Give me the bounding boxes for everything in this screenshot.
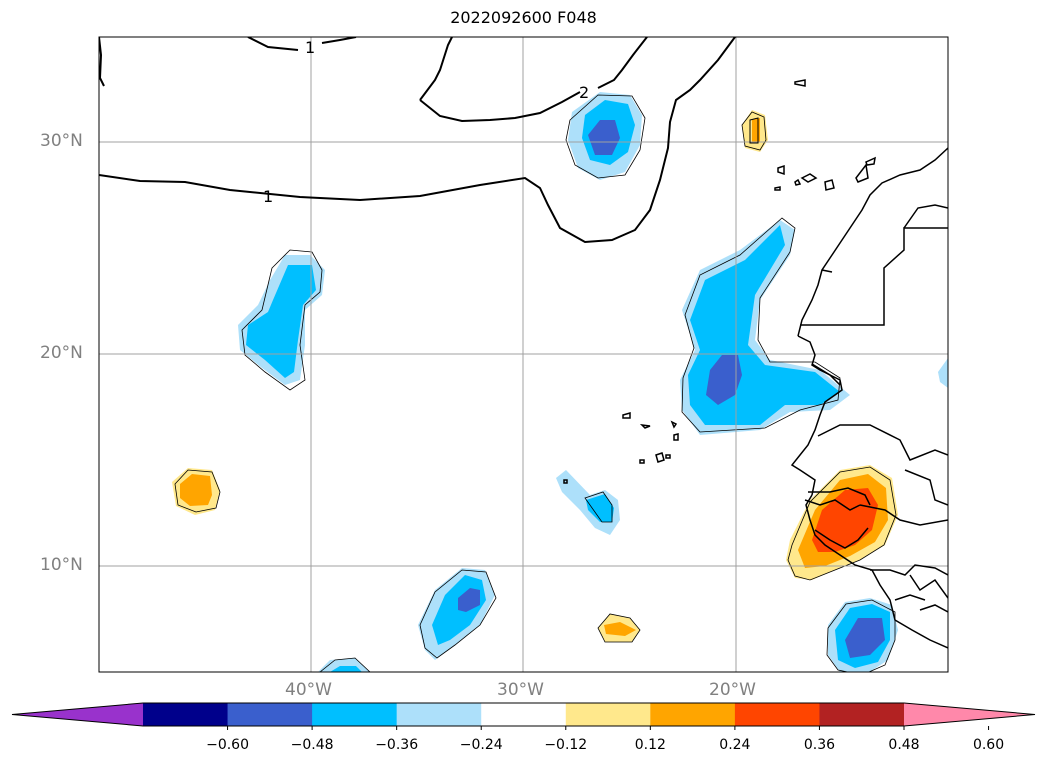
plot-area (99, 37, 948, 672)
colorbar-segment (650, 703, 736, 726)
contour-label-1-top: 1 (305, 38, 315, 57)
gridlines (99, 37, 948, 672)
colorbar-tick-label: −0.12 (544, 737, 588, 753)
anomaly-outlines (174, 94, 897, 672)
colorbar-extend-high (904, 703, 1035, 726)
lon-label-20w: 20°W (709, 680, 756, 700)
negative-anomaly-30n-27w (568, 92, 642, 180)
colorbar-segment (481, 703, 567, 726)
colorbar-tick-label: 0.36 (803, 737, 836, 753)
colorbar-tick-label: 0.60 (972, 737, 1005, 753)
contour-label-group: 1 2 1 (263, 38, 589, 206)
negative-anomaly-20n-20w (680, 220, 850, 435)
negative-anomaly-6n-15w (828, 598, 898, 672)
colorbar-tick-label: 0.12 (634, 737, 666, 753)
contour-label-1-mid: 1 (263, 187, 273, 206)
lon-label-30w: 30°W (497, 680, 544, 700)
colorbar-segment (396, 703, 482, 726)
map-title: 2022092600 F048 (450, 8, 597, 27)
plot-frame (98, 36, 949, 673)
colorbar-outline (11, 702, 1036, 727)
colorbar-segment (143, 703, 229, 726)
positive-anomaly-31n-19w (742, 110, 768, 152)
colorbar-tick-label: −0.60 (206, 737, 249, 753)
positive-anomaly-12n-15w (786, 465, 898, 580)
negative-anomaly-22n-41w (238, 255, 325, 385)
lon-label-40w: 40°W (285, 680, 332, 700)
colorbar-tick-label: 0.24 (719, 737, 751, 753)
lat-label-30n: 30°N (40, 131, 83, 151)
negative-anomaly-5n-37w (318, 658, 370, 672)
colorbar-tick-label: −0.24 (459, 737, 503, 753)
colorbar (11, 702, 1036, 730)
colorbar-segment (734, 703, 820, 726)
positive-anomaly-7n-25w (598, 614, 640, 642)
colorbar-tick-label: 0.48 (888, 737, 920, 753)
contour-label-2: 2 (579, 83, 589, 102)
colorbar-segment (565, 703, 651, 726)
negative-anomaly-right-edge (938, 358, 948, 388)
colorbar-extend-low (12, 703, 143, 726)
lat-label-20n: 20°N (40, 343, 83, 363)
positive-anomaly-13n-46w (172, 468, 220, 515)
colorbar-segment (312, 703, 398, 726)
colorbar-tick-label: −0.48 (290, 737, 334, 753)
colorbar-segment (227, 703, 313, 726)
coastlines (563, 79, 948, 649)
contour-lines (99, 37, 736, 244)
colorbar-segment (819, 703, 905, 726)
lat-label-10n: 10°N (40, 555, 83, 575)
colorbar-tick-label: −0.36 (375, 737, 419, 753)
negative-anomaly-8n-32w (418, 568, 495, 660)
